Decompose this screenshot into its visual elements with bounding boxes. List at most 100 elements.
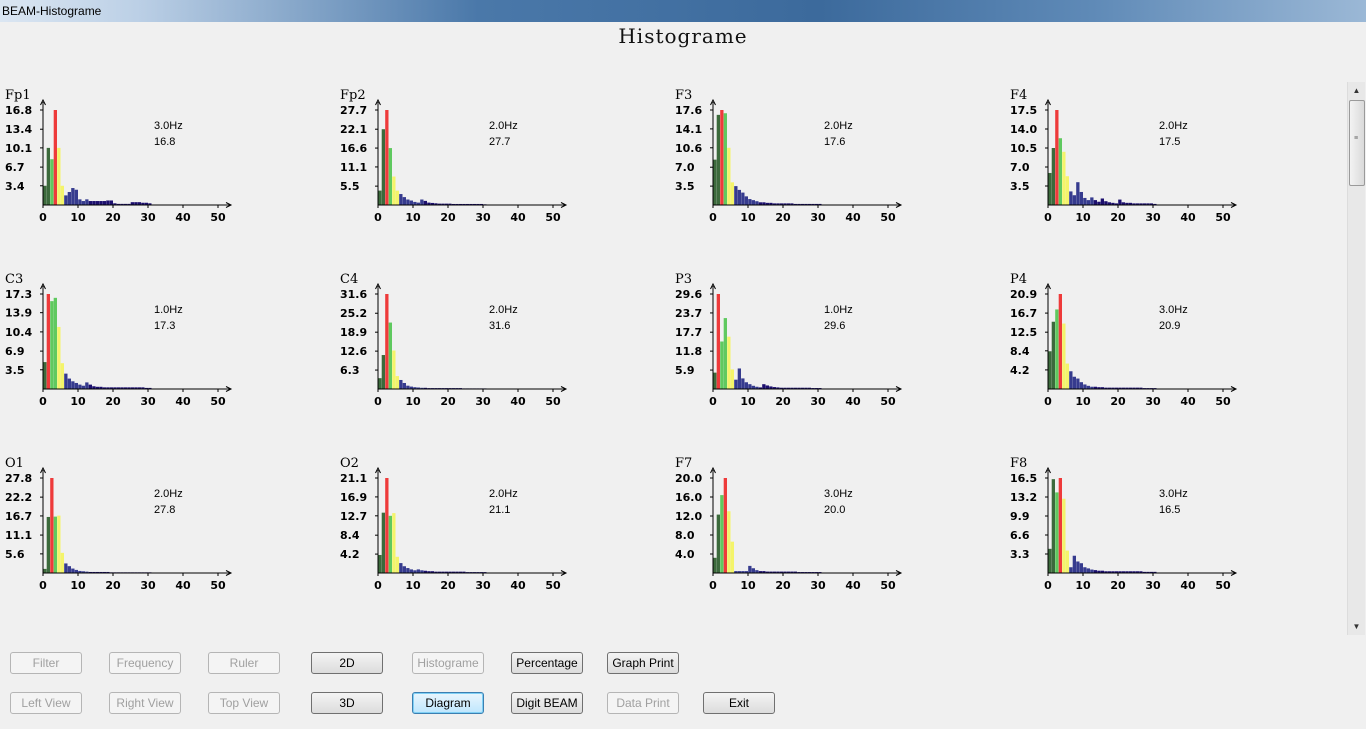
frequency-button[interactable]: Frequency — [109, 652, 181, 674]
histogram-bar — [1135, 571, 1139, 573]
histogram-plot: 29.6 23.7 17.7 11.8 5.9 0 10 20 30 40 50 — [675, 282, 903, 408]
histogram-bar — [1097, 201, 1101, 205]
histogram-bar — [744, 382, 748, 389]
histogram-bar — [92, 571, 96, 573]
histogram-bar — [46, 294, 50, 389]
histogram-bar — [772, 571, 776, 574]
axis-lines — [42, 470, 231, 574]
histogram-bar — [790, 203, 794, 205]
exit-button[interactable]: Exit — [703, 692, 775, 714]
y-tick-label: 10.5 — [1010, 142, 1037, 155]
histogram-bar — [1104, 387, 1108, 389]
x-tick-label: 30 — [1145, 395, 1161, 408]
histogram-bar — [720, 495, 724, 573]
x-tick-label: 40 — [510, 395, 526, 408]
histogram-bar — [1118, 199, 1122, 205]
x-tick-label: 50 — [545, 579, 561, 592]
histogram-bar — [1100, 570, 1104, 573]
histogram-bar — [1048, 351, 1052, 389]
digit-beam-button[interactable]: Digit BEAM — [511, 692, 583, 714]
histogram-bar — [765, 571, 769, 574]
x-tick-label: 10 — [740, 395, 756, 408]
histogram-bar — [137, 202, 141, 205]
histogram-bar — [1072, 195, 1076, 205]
y-tick-label: 12.0 — [675, 510, 702, 523]
histogram-bar — [406, 199, 410, 205]
scroll-down-arrow-icon[interactable]: ▼ — [1352, 622, 1361, 631]
histogram-bar — [64, 195, 68, 205]
y-tick-label: 16.8 — [5, 104, 32, 117]
histogram-bar — [437, 203, 441, 205]
histogram-bar — [106, 387, 110, 389]
y-tick-label: 17.6 — [675, 104, 702, 117]
histogram-bar — [1132, 387, 1136, 389]
graph-print-button[interactable]: Graph Print — [607, 652, 679, 674]
histogram-f7: F7 3.0Hz 20.0 20.0 16.0 12.0 8.0 4.0 0 10 20 30 40 50 — [675, 456, 935, 606]
y-axis-arrow-icon — [1045, 282, 1051, 290]
histogram-bar — [430, 571, 434, 573]
top-view-button[interactable]: Top View — [208, 692, 280, 714]
histogram-bar — [1121, 202, 1125, 205]
histogram-plot: 20.0 16.0 12.0 8.0 4.0 0 10 20 30 40 50 — [675, 466, 903, 592]
histogram-f3: F3 2.0Hz 17.6 17.6 14.1 10.6 7.0 3.5 0 10 20 30 40 50 — [675, 88, 935, 238]
data-print-button[interactable]: Data Print — [607, 692, 679, 714]
histogram-bar — [744, 196, 748, 205]
y-tick-label: 11.1 — [5, 529, 32, 542]
histogram-bar — [74, 382, 78, 389]
histogram-bar — [130, 202, 134, 205]
filter-button[interactable]: Filter — [10, 652, 82, 674]
histogram-bar — [472, 203, 476, 205]
histogram-bar — [1062, 323, 1066, 389]
histogram-bar — [758, 571, 762, 573]
histogram-bar — [441, 203, 445, 205]
histogram-bar — [804, 387, 808, 389]
histogram-bar — [730, 182, 734, 205]
scrollbar-thumb[interactable]: ≡ — [1349, 100, 1365, 186]
3d-button[interactable]: 3D — [311, 692, 383, 714]
histogram-bar — [793, 571, 797, 574]
x-tick-label: 20 — [105, 579, 121, 592]
axis-lines — [377, 102, 566, 206]
histogram-bar — [1086, 385, 1090, 389]
histogram-bar — [134, 202, 138, 205]
histogram-bar — [57, 147, 61, 205]
vertical-scrollbar[interactable]: ▲ ≡ ▼ — [1347, 82, 1365, 635]
2d-button[interactable]: 2D — [311, 652, 383, 674]
histogram-bar — [399, 194, 403, 205]
percentage-button[interactable]: Percentage — [511, 652, 583, 674]
scroll-up-arrow-icon[interactable]: ▲ — [1352, 86, 1361, 95]
y-tick-label: 22.2 — [5, 491, 32, 504]
x-tick-label: 30 — [810, 579, 826, 592]
right-view-button[interactable]: Right View — [109, 692, 181, 714]
ruler-button[interactable]: Ruler — [208, 652, 280, 674]
y-tick-label: 3.5 — [5, 364, 25, 377]
y-tick-label: 20.0 — [675, 472, 702, 485]
histogram-bar — [444, 203, 448, 205]
window-titlebar[interactable]: BEAM-Histograme — [0, 0, 1366, 22]
histogram-bar — [388, 148, 392, 205]
x-tick-label: 30 — [1145, 579, 1161, 592]
histogram-p3: P3 1.0Hz 29.6 29.6 23.7 17.7 11.8 5.9 0 10 20 30 40 5… — [675, 272, 935, 422]
histogram-bar — [385, 294, 389, 389]
y-tick-label: 14.0 — [1010, 123, 1037, 136]
histograme-button[interactable]: Histograme — [412, 652, 484, 674]
histogram-bar — [1079, 563, 1083, 573]
y-tick-label: 11.8 — [675, 345, 702, 358]
histogram-bar — [737, 368, 741, 389]
histogram-bar — [392, 350, 396, 389]
histogram-fp2: Fp2 2.0Hz 27.7 27.7 22.1 16.6 11.1 5.5 0 10 20 30 40… — [340, 88, 600, 238]
histogram-plot: 27.8 22.2 16.7 11.1 5.6 0 10 20 30 40 50 — [5, 466, 233, 592]
x-tick-label: 40 — [1180, 211, 1196, 224]
y-tick-label: 8.4 — [1010, 345, 1030, 358]
histogram-bar — [57, 326, 61, 389]
histogram-bar — [1128, 571, 1132, 573]
histogram-bar — [1069, 371, 1073, 389]
histogram-bar — [130, 387, 134, 389]
y-tick-label: 5.9 — [675, 364, 695, 377]
diagram-button[interactable]: Diagram — [412, 692, 484, 714]
channel-label: C4 — [340, 272, 359, 287]
left-view-button[interactable]: Left View — [10, 692, 82, 714]
channel-label: P4 — [1010, 272, 1028, 287]
histogram-bar — [1153, 203, 1157, 205]
histogram-bar — [81, 571, 85, 573]
